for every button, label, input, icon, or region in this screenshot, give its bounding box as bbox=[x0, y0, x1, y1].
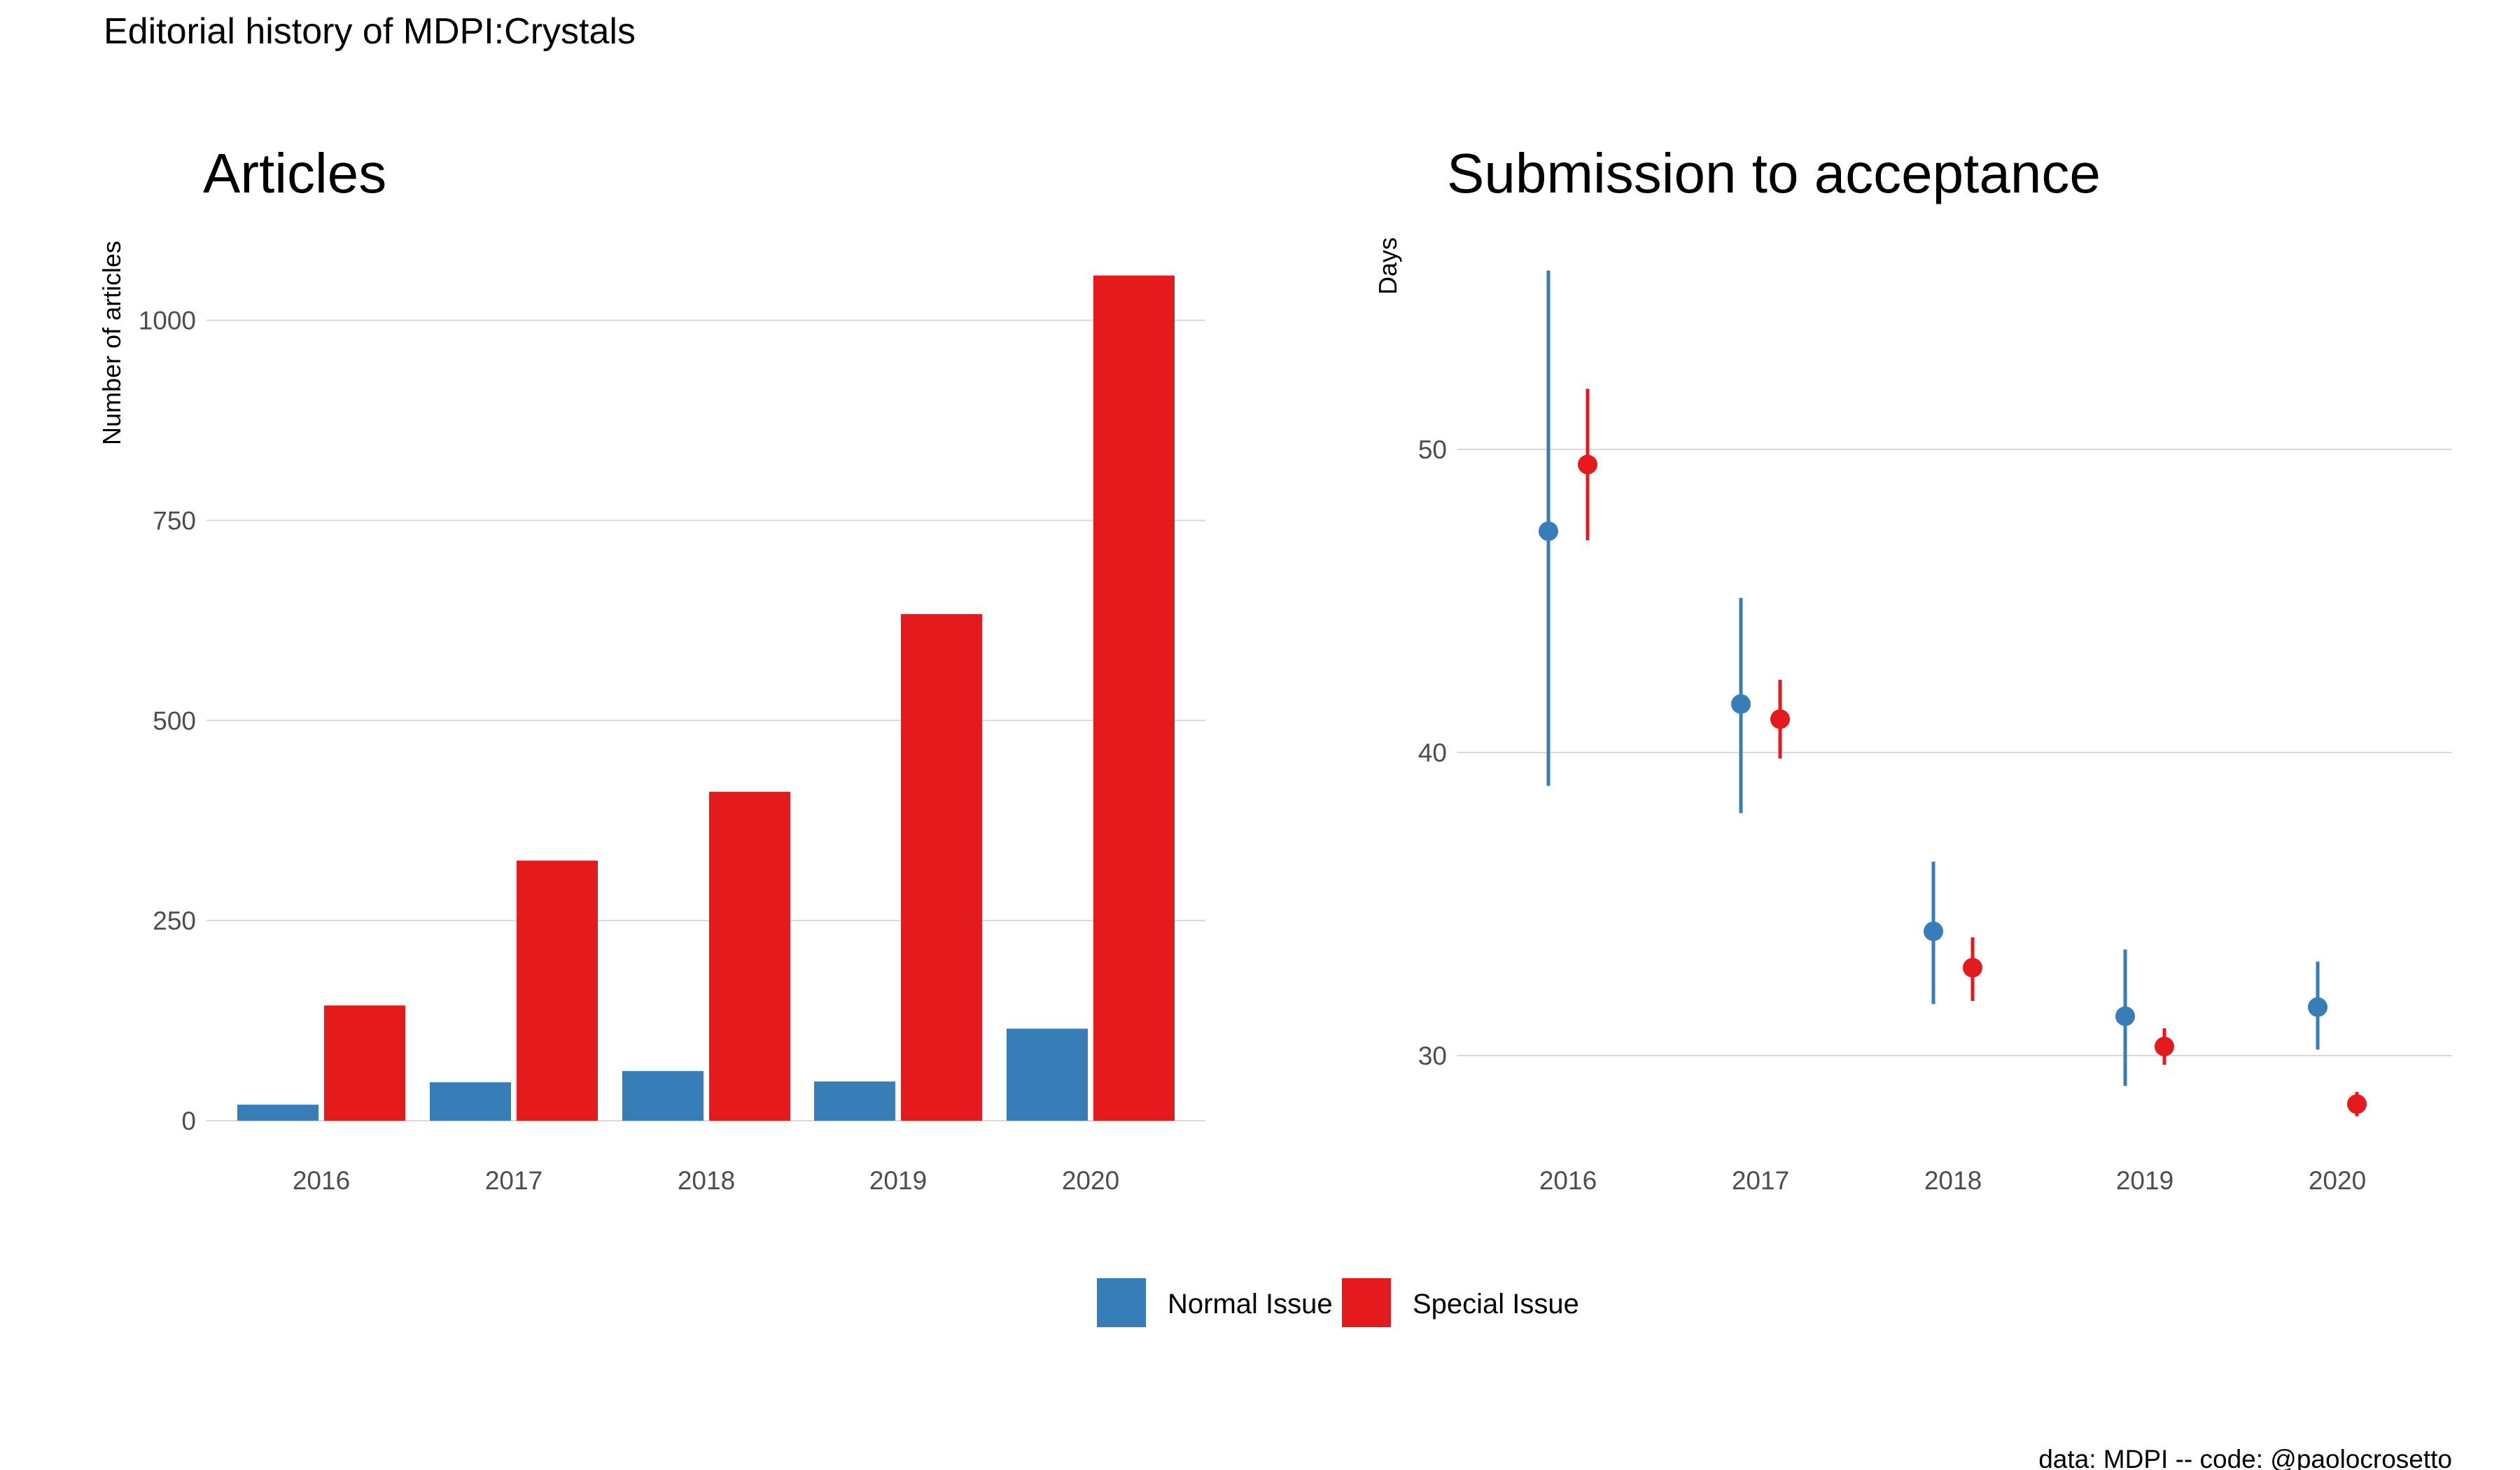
special-issue-bar bbox=[517, 860, 598, 1121]
acceptance-y-tick-label: 50 bbox=[1418, 435, 1447, 464]
acceptance-x-tick-label: 2016 bbox=[1539, 1166, 1597, 1195]
acceptance-panel-title: Submission to acceptance bbox=[1447, 142, 2101, 204]
articles-gridlines bbox=[206, 319, 1205, 1121]
articles-x-tick-label: 2020 bbox=[1062, 1166, 1119, 1195]
normal-issue-point bbox=[1924, 921, 1943, 941]
special-issue-bar bbox=[1093, 275, 1175, 1121]
legend: Normal Issue Special Issue bbox=[1097, 1278, 1579, 1327]
legend-label-normal: Normal Issue bbox=[1168, 1289, 1333, 1320]
figure-title: Editorial history of MDPI:Crystals bbox=[104, 11, 636, 52]
acceptance-x-tick-label: 2017 bbox=[1732, 1166, 1789, 1195]
normal-issue-point bbox=[2115, 1006, 2135, 1026]
normal-issue-bar bbox=[814, 1081, 895, 1121]
normal-issue-point bbox=[2308, 997, 2328, 1017]
normal-issue-bar bbox=[430, 1082, 511, 1121]
special-issue-bar bbox=[324, 1005, 405, 1121]
acceptance-y-tick-label: 40 bbox=[1418, 738, 1447, 767]
acceptance-gridlines bbox=[1457, 449, 2452, 1056]
articles-y-tick-label: 250 bbox=[153, 906, 196, 935]
acceptance-y-axis-title: Days bbox=[1373, 237, 1402, 295]
acceptance-points bbox=[1539, 270, 2367, 1116]
articles-panel-title: Articles bbox=[203, 142, 386, 204]
acceptance-x-tick-label: 2020 bbox=[2309, 1166, 2366, 1195]
acceptance-panel: Submission to acceptance Days 30 40 50 201… bbox=[1373, 142, 2452, 1195]
articles-y-tick-label: 1000 bbox=[139, 307, 196, 335]
special-issue-point bbox=[2155, 1037, 2174, 1057]
legend-label-special: Special Issue bbox=[1413, 1289, 1579, 1320]
normal-issue-bar bbox=[1007, 1028, 1088, 1121]
articles-bars bbox=[237, 275, 1175, 1121]
special-issue-point bbox=[1963, 958, 1982, 978]
special-issue-point bbox=[1770, 709, 1790, 729]
articles-x-tick-label: 2017 bbox=[485, 1166, 542, 1195]
acceptance-y-tick-label: 30 bbox=[1418, 1042, 1447, 1070]
articles-x-tick-label: 2018 bbox=[678, 1166, 735, 1195]
acceptance-x-tick-label: 2019 bbox=[2116, 1166, 2174, 1195]
articles-y-tick-label: 500 bbox=[153, 706, 196, 735]
acceptance-x-tick-label: 2018 bbox=[1924, 1166, 1982, 1195]
articles-x-ticks: 2016 2017 2018 2019 2020 bbox=[293, 1166, 1119, 1195]
articles-x-tick-label: 2019 bbox=[869, 1166, 927, 1195]
articles-y-ticks: 0 250 500 750 1000 bbox=[139, 307, 196, 1135]
legend-key-special bbox=[1342, 1278, 1391, 1327]
normal-issue-point bbox=[1539, 521, 1558, 541]
articles-y-tick-label: 0 bbox=[181, 1107, 196, 1135]
special-issue-point bbox=[2347, 1094, 2367, 1114]
acceptance-x-ticks: 2016 2017 2018 2019 2020 bbox=[1539, 1166, 2366, 1195]
special-issue-bar bbox=[901, 614, 982, 1121]
legend-key-normal bbox=[1097, 1278, 1146, 1327]
acceptance-y-ticks: 30 40 50 bbox=[1418, 435, 1447, 1070]
articles-x-tick-label: 2016 bbox=[293, 1166, 350, 1195]
special-issue-point bbox=[1578, 454, 1597, 475]
articles-panel: Articles Number of articles 0 250 500 750 10… bbox=[97, 142, 1205, 1195]
special-issue-bar bbox=[709, 792, 790, 1121]
caption: data: MDPI -- code: @paolocrosetto bbox=[2038, 1445, 2452, 1470]
articles-y-axis-title: Number of articles bbox=[97, 241, 126, 445]
normal-issue-bar bbox=[237, 1105, 318, 1121]
normal-issue-bar bbox=[622, 1071, 704, 1121]
normal-issue-point bbox=[1731, 694, 1751, 714]
articles-y-tick-label: 750 bbox=[153, 506, 196, 535]
